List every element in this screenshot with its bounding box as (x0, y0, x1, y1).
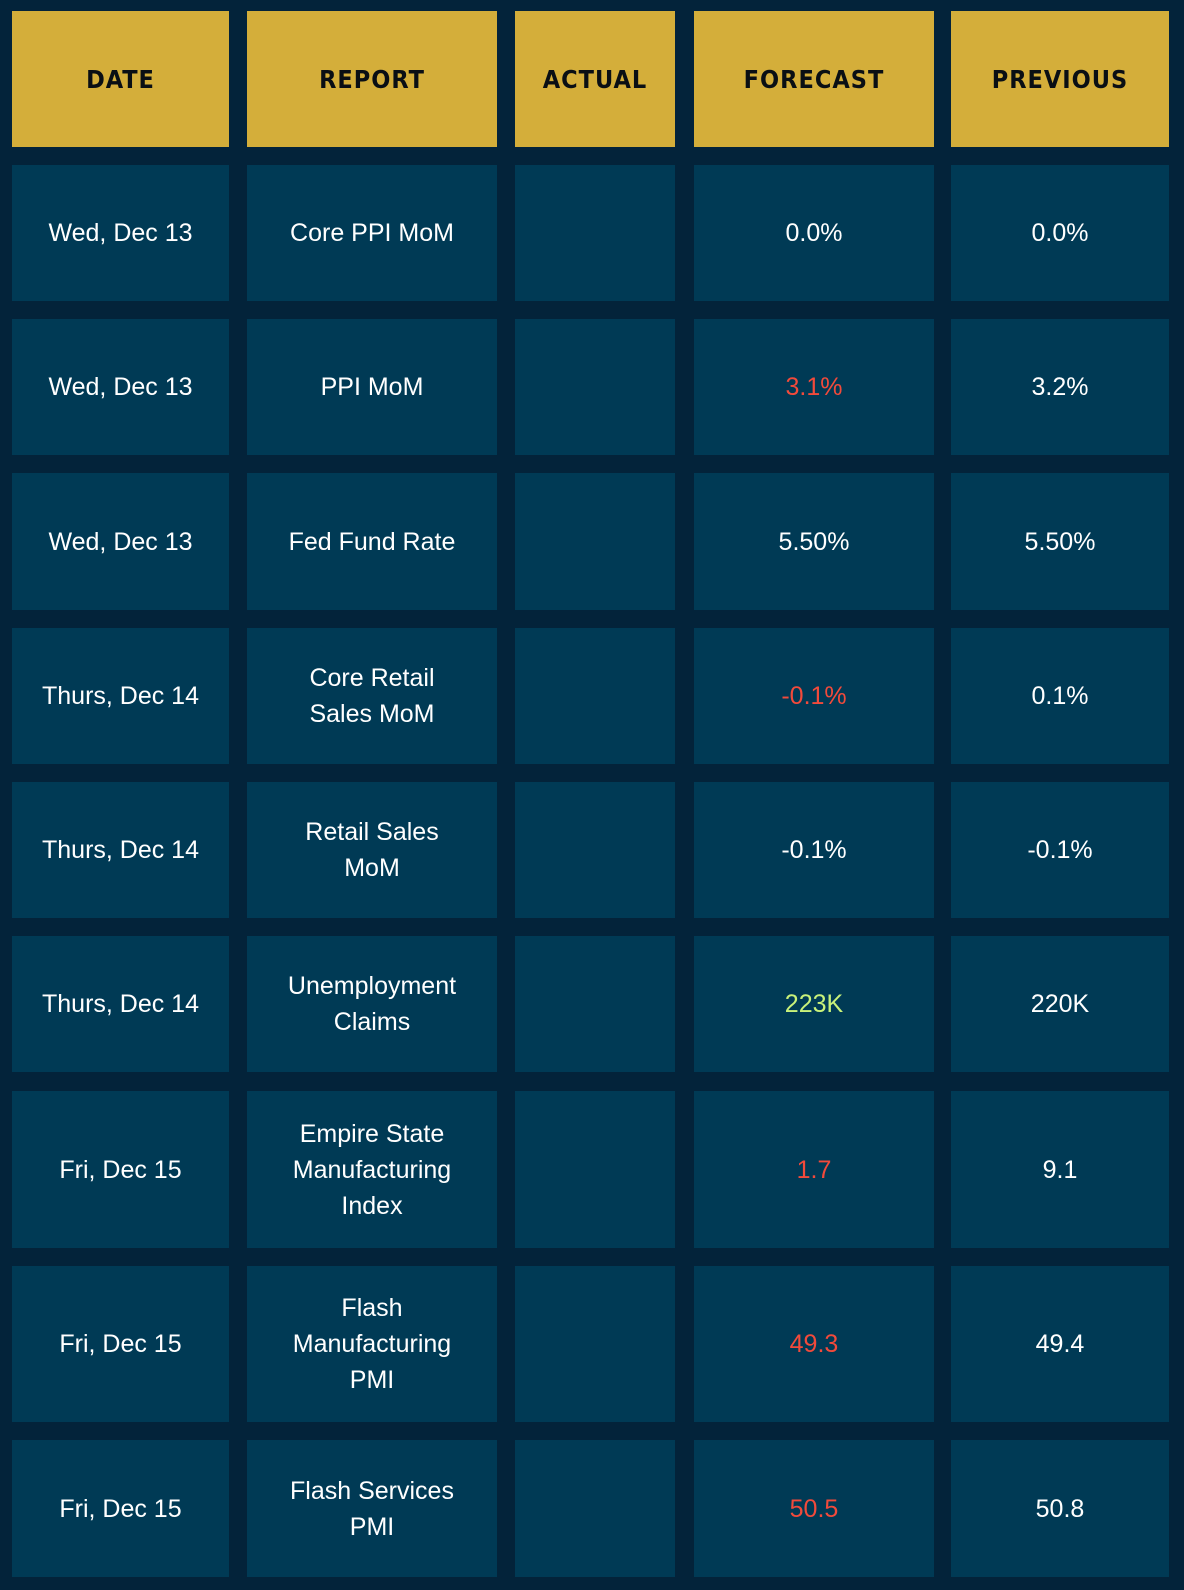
table-row: Wed, Dec 13 Core PPI MoM 0.0% 0.0% (0, 165, 1184, 301)
actual-cell (515, 165, 675, 301)
forecast-cell: 5.50% (694, 473, 934, 610)
forecast-cell: 49.3 (694, 1266, 934, 1422)
date-cell: Thurs, Dec 14 (12, 628, 229, 764)
previous-cell: 50.8 (951, 1440, 1169, 1577)
date-cell: Fri, Dec 15 (12, 1266, 229, 1422)
actual-cell (515, 782, 675, 918)
actual-cell (515, 628, 675, 764)
forecast-cell: -0.1% (694, 782, 934, 918)
date-cell: Wed, Dec 13 (12, 165, 229, 301)
report-cell: Empire State Manufacturing Index (247, 1091, 497, 1248)
report-cell: Unemployment Claims (247, 936, 497, 1072)
actual-cell (515, 1440, 675, 1577)
forecast-cell: 223K (694, 936, 934, 1072)
report-cell: Retail Sales MoM (247, 782, 497, 918)
previous-cell: 0.0% (951, 165, 1169, 301)
previous-cell: 0.1% (951, 628, 1169, 764)
previous-cell: 220K (951, 936, 1169, 1072)
forecast-cell: 0.0% (694, 165, 934, 301)
forecast-cell: 1.7 (694, 1091, 934, 1248)
forecast-cell: 50.5 (694, 1440, 934, 1577)
previous-cell: 5.50% (951, 473, 1169, 610)
report-cell: Fed Fund Rate (247, 473, 497, 610)
header-report: REPORT (247, 11, 497, 147)
table-row: Thurs, Dec 14 Retail Sales MoM -0.1% -0.… (0, 782, 1184, 918)
previous-cell: 9.1 (951, 1091, 1169, 1248)
actual-cell (515, 936, 675, 1072)
table-row: Fri, Dec 15 Empire State Manufacturing I… (0, 1091, 1184, 1248)
table-row: Thurs, Dec 14 Core Retail Sales MoM -0.1… (0, 628, 1184, 764)
date-cell: Fri, Dec 15 (12, 1440, 229, 1577)
actual-cell (515, 1266, 675, 1422)
header-date: DATE (12, 11, 229, 147)
forecast-cell: -0.1% (694, 628, 934, 764)
date-cell: Thurs, Dec 14 (12, 782, 229, 918)
previous-cell: -0.1% (951, 782, 1169, 918)
header-forecast: FORECAST (694, 11, 934, 147)
report-cell: PPI MoM (247, 319, 497, 455)
report-cell: Core PPI MoM (247, 165, 497, 301)
header-row: DATE REPORT ACTUAL FORECAST PREVIOUS (0, 11, 1184, 147)
report-cell: Core Retail Sales MoM (247, 628, 497, 764)
report-cell: Flash Services PMI (247, 1440, 497, 1577)
header-previous: PREVIOUS (951, 11, 1169, 147)
previous-cell: 3.2% (951, 319, 1169, 455)
actual-cell (515, 473, 675, 610)
table-row: Fri, Dec 15 Flash Manufacturing PMI 49.3… (0, 1266, 1184, 1422)
table-row: Thurs, Dec 14 Unemployment Claims 223K 2… (0, 936, 1184, 1072)
forecast-cell: 3.1% (694, 319, 934, 455)
header-actual: ACTUAL (515, 11, 675, 147)
date-cell: Fri, Dec 15 (12, 1091, 229, 1248)
date-cell: Thurs, Dec 14 (12, 936, 229, 1072)
report-cell: Flash Manufacturing PMI (247, 1266, 497, 1422)
actual-cell (515, 1091, 675, 1248)
date-cell: Wed, Dec 13 (12, 319, 229, 455)
table-row: Wed, Dec 13 Fed Fund Rate 5.50% 5.50% (0, 473, 1184, 610)
previous-cell: 49.4 (951, 1266, 1169, 1422)
table-row: Wed, Dec 13 PPI MoM 3.1% 3.2% (0, 319, 1184, 455)
actual-cell (515, 319, 675, 455)
date-cell: Wed, Dec 13 (12, 473, 229, 610)
table-row: Fri, Dec 15 Flash Services PMI 50.5 50.8 (0, 1440, 1184, 1577)
